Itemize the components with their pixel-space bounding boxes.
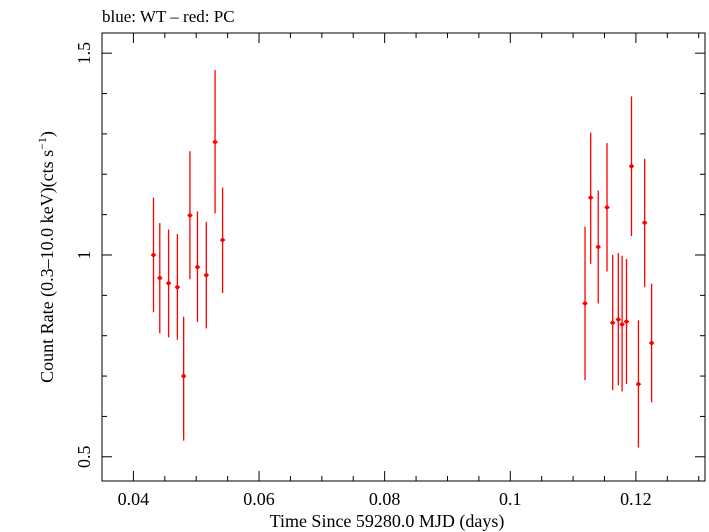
x-tick-label: 0.1 bbox=[499, 489, 522, 509]
y-axis-label-sup: −1 bbox=[35, 137, 49, 150]
x-tick-label: 0.06 bbox=[243, 489, 275, 509]
data-point bbox=[157, 223, 163, 334]
point-marker bbox=[605, 205, 610, 210]
point-marker bbox=[610, 320, 615, 325]
data-point bbox=[187, 151, 193, 280]
point-marker bbox=[204, 273, 209, 278]
chart-title: blue: WT – red: PC bbox=[102, 7, 235, 26]
point-marker bbox=[213, 139, 218, 144]
data-point bbox=[635, 320, 641, 448]
data-point bbox=[623, 259, 629, 385]
data-point bbox=[166, 229, 172, 338]
x-axis: 0.04 0.06 0.08 0.1 0.12 bbox=[101, 33, 700, 509]
data-point bbox=[582, 226, 588, 381]
y-tick-label: 1 bbox=[74, 250, 94, 259]
point-marker bbox=[636, 382, 641, 387]
point-marker bbox=[583, 301, 588, 306]
point-marker bbox=[642, 220, 647, 225]
x-tick-label: 0.08 bbox=[369, 489, 401, 509]
data-point bbox=[595, 190, 601, 304]
x-tick-label: 0.04 bbox=[118, 489, 150, 509]
point-marker bbox=[157, 275, 162, 280]
y-axis: 0.5 1 1.5 bbox=[74, 42, 705, 468]
point-marker bbox=[220, 238, 225, 243]
x-axis-label: Time Since 59280.0 MJD (days) bbox=[270, 511, 505, 532]
y-axis-label-main: Count Rate (0.3–10.0 keV)(cts s bbox=[37, 150, 58, 383]
data-point bbox=[212, 70, 218, 214]
data-point bbox=[220, 187, 226, 293]
data-point bbox=[619, 255, 625, 392]
point-marker bbox=[151, 252, 156, 257]
data-point bbox=[642, 158, 648, 288]
y-axis-label: Count Rate (0.3–10.0 keV)(cts s−1) bbox=[35, 131, 58, 383]
data-point bbox=[649, 283, 655, 403]
data-point bbox=[203, 221, 209, 329]
data-point bbox=[588, 132, 594, 264]
data-point bbox=[181, 316, 187, 441]
x-tick-label: 0.12 bbox=[620, 489, 652, 509]
data-point bbox=[604, 143, 610, 272]
y-tick-label: 0.5 bbox=[74, 446, 94, 469]
data-point bbox=[610, 254, 616, 391]
data-point bbox=[150, 197, 157, 313]
data-point bbox=[628, 96, 635, 237]
point-marker bbox=[624, 319, 629, 324]
point-marker bbox=[596, 244, 601, 249]
data-point bbox=[174, 233, 180, 340]
point-marker bbox=[195, 265, 200, 270]
point-marker bbox=[620, 322, 625, 327]
data-point bbox=[615, 252, 621, 386]
y-axis-label-end: ) bbox=[37, 131, 58, 137]
data-points bbox=[150, 70, 655, 448]
point-marker bbox=[649, 340, 654, 345]
point-marker bbox=[187, 213, 192, 218]
plot-frame bbox=[101, 32, 706, 482]
point-marker bbox=[181, 374, 186, 379]
point-marker bbox=[588, 195, 593, 200]
y-tick-label: 1.5 bbox=[74, 42, 94, 64]
point-marker bbox=[175, 285, 180, 290]
data-point bbox=[194, 211, 200, 322]
point-marker bbox=[629, 164, 634, 169]
point-marker bbox=[166, 281, 171, 286]
point-marker bbox=[616, 317, 621, 322]
